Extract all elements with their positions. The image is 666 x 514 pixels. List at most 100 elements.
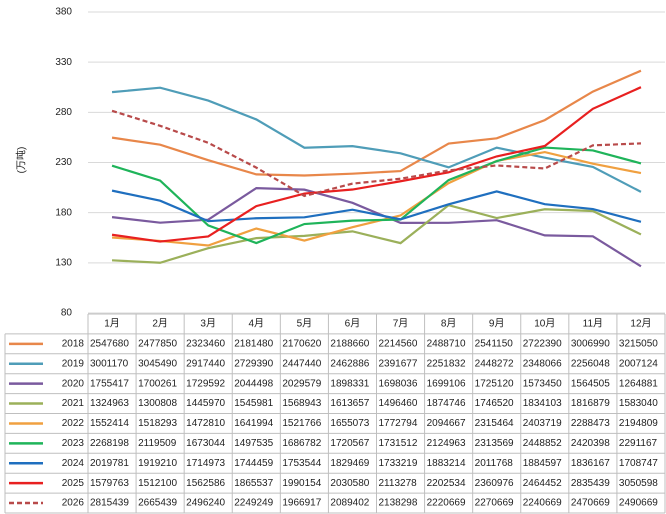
table-cell: 2249249 — [234, 498, 273, 509]
table-cell: 1472810 — [186, 418, 225, 429]
table-cell: 1445970 — [186, 398, 225, 409]
table-cell: 1966917 — [282, 498, 321, 509]
series-line — [111, 109, 642, 198]
table-cell: 2113278 — [379, 478, 418, 489]
x-tick-label: 3月 — [200, 318, 216, 330]
table-cell: 2194809 — [619, 418, 658, 429]
table-cell: 2917440 — [186, 358, 225, 369]
x-tick-label: 1月 — [104, 318, 120, 330]
table-cell: 3215050 — [619, 338, 658, 349]
table-cell: 1552414 — [90, 418, 129, 429]
series-line — [111, 150, 642, 247]
legend-label: 2023 — [62, 438, 85, 449]
table-cell: 1264881 — [619, 378, 658, 389]
table-cell: 2313569 — [475, 438, 514, 449]
y-tick-label: 280 — [55, 107, 72, 118]
table-cell: 2420398 — [571, 438, 610, 449]
table-cell: 1755417 — [90, 378, 129, 389]
table-cell: 1300808 — [138, 398, 177, 409]
table-cell: 1698036 — [379, 378, 418, 389]
table-cell: 1655073 — [330, 418, 369, 429]
table-cell: 2240669 — [523, 498, 562, 509]
table-cell: 2462886 — [330, 358, 369, 369]
table-cell: 2268198 — [90, 438, 129, 449]
table-cell: 1836167 — [571, 458, 610, 469]
table-cell: 2323460 — [186, 338, 225, 349]
table-cell: 1829469 — [330, 458, 369, 469]
table-cell: 1496460 — [379, 398, 418, 409]
table-cell: 2089402 — [330, 498, 369, 509]
table-cell: 3001170 — [90, 358, 129, 369]
table-cell: 3045490 — [138, 358, 177, 369]
table-cell: 2722390 — [523, 338, 562, 349]
table-cell: 2291167 — [619, 438, 658, 449]
table-cell: 1874746 — [427, 398, 466, 409]
table-cell: 1834103 — [523, 398, 562, 409]
table-cell: 2835439 — [571, 478, 610, 489]
legend-label: 2020 — [62, 378, 85, 389]
table-cell: 1700261 — [138, 378, 177, 389]
table-cell: 1865537 — [234, 478, 273, 489]
x-tick-label: 11月 — [583, 318, 603, 330]
table-cell: 2547680 — [90, 338, 129, 349]
table-cell: 3050598 — [619, 478, 658, 489]
table-cell: 2403719 — [523, 418, 562, 429]
table-cell: 2011768 — [475, 458, 514, 469]
table-cell: 1564505 — [571, 378, 610, 389]
table-cell: 2447440 — [282, 358, 321, 369]
table-cell: 1816879 — [571, 398, 610, 409]
series-line — [111, 86, 642, 243]
x-tick-label: 5月 — [297, 318, 313, 330]
table-cell: 1583040 — [619, 398, 658, 409]
series-line — [111, 189, 642, 223]
table-cell: 2348066 — [523, 358, 562, 369]
legend-label: 2026 — [62, 498, 85, 509]
table-cell: 1518293 — [138, 418, 177, 429]
table-cell: 1568943 — [282, 398, 321, 409]
table-cell: 2448852 — [523, 438, 562, 449]
table-cell: 2181480 — [234, 338, 273, 349]
legend-label: 2025 — [62, 478, 85, 489]
table-cell: 2220669 — [427, 498, 466, 509]
table-cell: 2256048 — [571, 358, 610, 369]
table-cell: 2490669 — [619, 498, 658, 509]
x-tick-label: 12月 — [630, 318, 651, 330]
table-cell: 1545981 — [234, 398, 273, 409]
table-cell: 2188660 — [330, 338, 369, 349]
table-cell: 1772794 — [379, 418, 418, 429]
table-cell: 2170620 — [282, 338, 321, 349]
table-cell: 2270669 — [475, 498, 514, 509]
y-tick-label: 180 — [55, 207, 72, 218]
table-cell: 2496240 — [186, 498, 225, 509]
series-line — [111, 187, 642, 268]
y-tick-label: 230 — [55, 157, 72, 168]
x-tick-label: 8月 — [441, 318, 457, 330]
table-cell: 2464452 — [523, 478, 562, 489]
table-cell: 2251832 — [427, 358, 466, 369]
table-cell: 2030580 — [330, 478, 369, 489]
table-cell: 1720567 — [330, 438, 369, 449]
table-cell: 2119509 — [138, 438, 177, 449]
table-cell: 2029579 — [282, 378, 321, 389]
x-tick-label: 7月 — [393, 318, 409, 330]
y-tick-label: 380 — [55, 7, 72, 18]
table-cell: 2665439 — [138, 498, 177, 509]
table-cell: 2202534 — [427, 478, 466, 489]
y-tick-label: 330 — [55, 57, 72, 68]
table-cell: 1573450 — [523, 378, 562, 389]
y-tick-label: 130 — [55, 257, 72, 268]
table-cell: 1919210 — [138, 458, 177, 469]
series-line — [111, 69, 642, 177]
table-cell: 1731512 — [379, 438, 418, 449]
y-tick-label: 80 — [61, 308, 73, 319]
table-cell: 1579763 — [90, 478, 129, 489]
table-cell: 1990154 — [282, 478, 321, 489]
table-cell: 1708747 — [619, 458, 658, 469]
table-cell: 1521766 — [282, 418, 321, 429]
y-axis-label: (万吨) — [15, 147, 28, 174]
table-cell: 1898331 — [330, 378, 369, 389]
table-cell: 2094667 — [427, 418, 466, 429]
table-cell: 2477850 — [138, 338, 177, 349]
table-cell: 1641994 — [234, 418, 273, 429]
table-cell: 2315464 — [475, 418, 514, 429]
